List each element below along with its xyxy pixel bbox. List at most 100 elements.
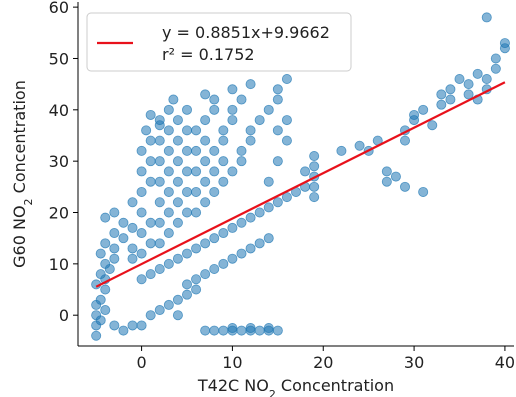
data-point (100, 238, 111, 249)
data-point (181, 125, 192, 136)
data-point (154, 115, 165, 126)
data-point (172, 197, 183, 208)
data-point (263, 202, 274, 213)
legend-equation: y = 0.8851x+9.9662 (162, 23, 330, 42)
data-point (227, 115, 238, 126)
legend-r-squared: r² = 0.1752 (162, 45, 255, 64)
data-point (218, 325, 229, 336)
data-point (245, 135, 256, 146)
data-point (436, 89, 447, 100)
data-point (91, 310, 102, 321)
data-point (191, 166, 202, 177)
data-point (136, 248, 147, 259)
data-point (145, 310, 156, 321)
data-point (209, 186, 220, 197)
data-point (181, 186, 192, 197)
data-point (309, 192, 320, 203)
data-point (236, 94, 247, 105)
data-point (191, 145, 202, 156)
data-point (218, 228, 229, 239)
data-point (136, 166, 147, 177)
data-point (163, 104, 174, 115)
data-point (163, 145, 174, 156)
x-tick-label: 30 (404, 353, 424, 372)
data-point (254, 238, 265, 249)
data-point (418, 186, 429, 197)
data-point (136, 274, 147, 285)
data-point (168, 94, 179, 105)
data-point (172, 217, 183, 228)
data-point (154, 263, 165, 274)
data-point (227, 84, 238, 95)
y-tick-label: 30 (49, 152, 69, 171)
data-point (200, 89, 211, 100)
data-point (236, 217, 247, 228)
data-point (200, 115, 211, 126)
data-point (145, 238, 156, 249)
data-point (172, 135, 183, 146)
data-point (145, 156, 156, 167)
axis-labels: T42C NO2 Concentration G60 NO2 Concentrat… (10, 80, 394, 397)
data-point (154, 197, 165, 208)
data-point (91, 330, 102, 341)
data-point (227, 323, 238, 334)
data-point (218, 135, 229, 146)
data-point (218, 156, 229, 167)
data-point (245, 125, 256, 136)
data-point (191, 243, 202, 254)
data-point (245, 243, 256, 254)
data-point (354, 140, 365, 151)
data-point (454, 74, 465, 85)
data-point (300, 166, 311, 177)
data-point (272, 94, 283, 105)
data-point (145, 269, 156, 280)
data-point (445, 84, 456, 95)
data-point (100, 284, 111, 295)
data-point (163, 299, 174, 310)
data-point (418, 104, 429, 115)
data-point (181, 104, 192, 115)
data-point (281, 115, 292, 126)
data-point (227, 166, 238, 177)
data-point (218, 125, 229, 136)
data-point (145, 135, 156, 146)
data-point (163, 228, 174, 239)
data-point (109, 253, 120, 264)
data-point (272, 156, 283, 167)
data-point (263, 323, 274, 334)
data-point (127, 243, 138, 254)
data-point (245, 212, 256, 223)
data-point (172, 253, 183, 264)
data-point (100, 212, 111, 223)
data-point (145, 176, 156, 187)
data-point (463, 89, 474, 100)
data-point (409, 115, 420, 126)
data-point (218, 258, 229, 269)
data-point (200, 269, 211, 280)
y-axis-label: G60 NO2 Concentration (10, 80, 35, 268)
data-point (472, 68, 483, 79)
data-point (200, 156, 211, 167)
data-point (163, 258, 174, 269)
data-point (436, 99, 447, 110)
regression-line-layer (95, 81, 506, 288)
data-point (127, 320, 138, 331)
data-point (209, 263, 220, 274)
data-point (209, 145, 220, 156)
data-point (499, 43, 510, 54)
data-point (209, 325, 220, 336)
x-tick-label: 10 (222, 353, 242, 372)
data-point (209, 94, 220, 105)
data-point (172, 294, 183, 305)
data-point (136, 228, 147, 239)
legend-box (86, 12, 352, 72)
data-point (172, 176, 183, 187)
data-point (181, 145, 192, 156)
data-point (172, 310, 183, 321)
data-point (141, 125, 152, 136)
data-point (95, 294, 106, 305)
data-point (181, 279, 192, 290)
x-axis-label: T42C NO2 Concentration (197, 376, 394, 397)
data-point (390, 171, 401, 182)
data-point (236, 248, 247, 259)
